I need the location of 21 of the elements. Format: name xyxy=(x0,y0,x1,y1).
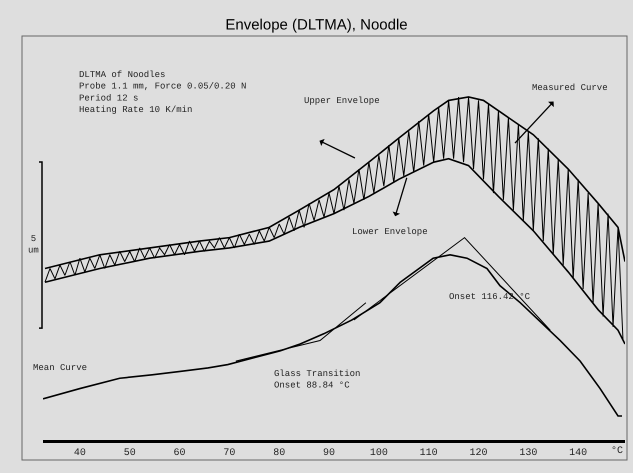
annotation: Onset 116.42 °C xyxy=(449,292,531,302)
annotation: Lower Envelope xyxy=(352,227,428,237)
x-tick-label: 130 xyxy=(519,448,538,459)
annotation: DLTMA of Noodles Probe 1.1 mm, Force 0.05/0.20 N Period 12 s Heating Rate 10 K/min xyxy=(79,70,246,116)
x-tick-label: 70 xyxy=(223,448,236,459)
x-tick-label: 90 xyxy=(323,448,336,459)
annotation: Glass Transition Onset 88.84 °C xyxy=(274,369,360,391)
x-tick-label: 50 xyxy=(124,448,136,459)
x-tick-label: 40 xyxy=(74,448,86,459)
x-tick-label: 120 xyxy=(469,448,488,459)
x-tick-label: 140 xyxy=(569,448,588,459)
chart-title: Envelope (DLTMA), Noodle xyxy=(225,16,408,34)
x-axis-title: °C xyxy=(611,446,624,457)
x-tick-label: 110 xyxy=(420,448,438,459)
x-tick-label: 60 xyxy=(174,448,186,459)
x-tick-label: 80 xyxy=(273,448,286,459)
annotation: Mean Curve xyxy=(33,363,88,373)
text: 5 um xyxy=(28,234,39,256)
annotation: Upper Envelope xyxy=(304,96,380,106)
x-tick-label: 100 xyxy=(370,448,388,459)
text: Measured Curve xyxy=(532,83,608,93)
